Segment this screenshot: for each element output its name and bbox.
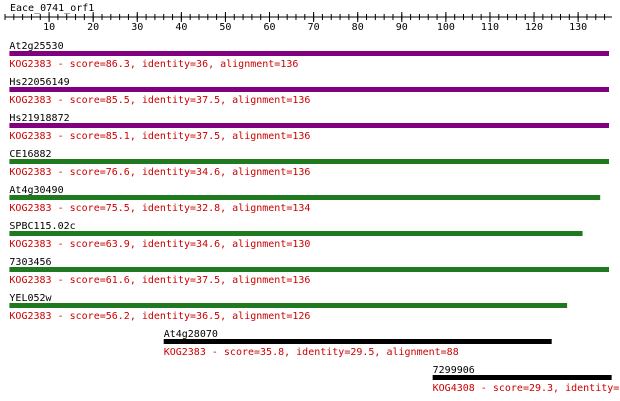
hit-name: Hs22056149 [9, 77, 69, 88]
hit-bar [9, 303, 568, 308]
hit-bar [9, 231, 583, 236]
hit-bar [9, 267, 610, 272]
hit-name: YEL052w [9, 293, 52, 304]
hit-summary: KOG2383 - score=63.9, identity=34.6, ali… [9, 239, 310, 250]
tick-label: 100 [437, 22, 455, 33]
tick-label: 30 [131, 22, 143, 33]
hit-summary: KOG2383 - score=56.2, identity=36.5, ali… [9, 311, 310, 322]
hit-summary: KOG2383 - score=85.1, identity=37.5, ali… [9, 131, 310, 142]
hit-summary: KOG2383 - score=75.5, identity=32.8, ali… [9, 203, 310, 214]
hit-bar [432, 375, 612, 380]
query-title: Eace_0741_orf1 [10, 3, 94, 14]
hit-name: Hs21918872 [9, 113, 69, 124]
tick-label: 40 [175, 22, 187, 33]
hit-bar [9, 87, 610, 92]
hit-name: 7299906 [433, 365, 475, 376]
hit-bar [9, 123, 610, 128]
hit-name: CE16882 [9, 149, 51, 160]
hit-summary: KOG4308 - score=29.3, identity= [433, 383, 620, 394]
hit-summary: KOG2383 - score=85.5, identity=37.5, ali… [9, 95, 310, 106]
hit-summary: KOG2383 - score=86.3, identity=36, align… [9, 59, 298, 70]
hit-bar [9, 51, 610, 56]
tick-label: 70 [308, 22, 320, 33]
hit-name: At2g25530 [9, 41, 63, 52]
hit-bar [9, 195, 601, 200]
hit-bar [163, 339, 552, 344]
hit-summary: KOG2383 - score=76.6, identity=34.6, ali… [9, 167, 310, 178]
hit-summary: KOG2383 - score=35.8, identity=29.5, ali… [164, 347, 459, 358]
tick-label: 120 [525, 22, 543, 33]
tick-label: 130 [569, 22, 587, 33]
tick-label: 50 [219, 22, 231, 33]
hit-bar [9, 159, 610, 164]
tick-label: 60 [264, 22, 276, 33]
hit-name: At4g28070 [164, 329, 218, 340]
tick-label: 90 [396, 22, 408, 33]
hit-name: 7303456 [9, 257, 51, 268]
tick-label: 20 [87, 22, 99, 33]
hit-name: At4g30490 [9, 185, 63, 196]
hit-name: SPBC115.02c [9, 221, 75, 232]
hit-summary: KOG2383 - score=61.6, identity=37.5, ali… [9, 275, 310, 286]
tick-label: 80 [352, 22, 364, 33]
tick-label: 110 [481, 22, 499, 33]
tick-label: 10 [43, 22, 55, 33]
